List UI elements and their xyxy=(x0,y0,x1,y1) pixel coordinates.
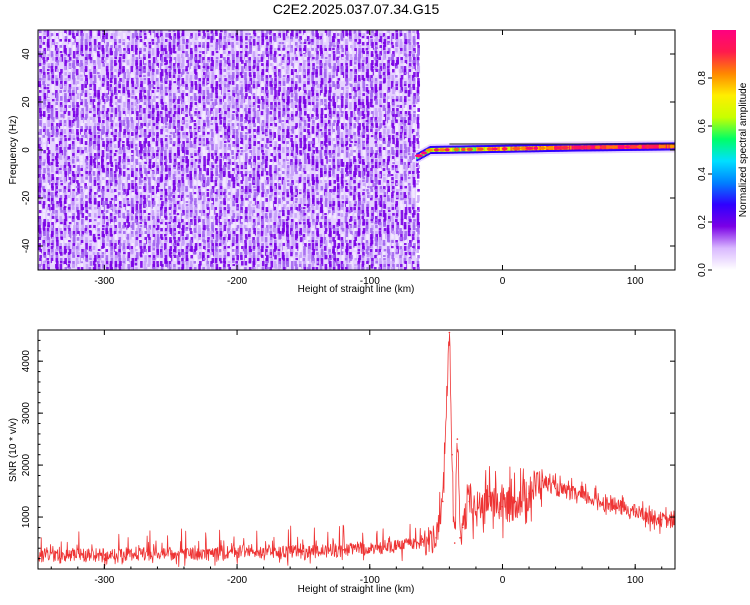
snr-point xyxy=(457,438,459,440)
snr-point xyxy=(515,501,517,503)
x-tick-label: 100 xyxy=(627,575,644,586)
y-tick-label: -40 xyxy=(21,238,32,253)
snr-point xyxy=(449,332,451,334)
snr-point xyxy=(170,553,172,555)
y-tick-label: 2000 xyxy=(21,454,32,477)
snr-line-layer xyxy=(37,332,676,567)
snr-point xyxy=(451,454,453,456)
figure-title: C2E2.2025.037.07.34.G15 xyxy=(273,1,440,17)
colorbar-tick-label: 0.6 xyxy=(697,119,708,133)
snr-point xyxy=(475,511,477,513)
colorbar-tick-label: 0.4 xyxy=(697,167,708,181)
snr-point xyxy=(396,545,398,547)
signal-band xyxy=(415,140,677,163)
colorbar-tick-label: 0.0 xyxy=(697,263,708,277)
snr-point xyxy=(581,495,583,497)
y-tick-label: 0 xyxy=(21,147,32,153)
snr-point xyxy=(528,493,530,495)
y-tick-label: 40 xyxy=(21,48,32,60)
snr-point xyxy=(555,488,557,490)
colorbar-axis: 0.0 0.2 0.4 0.6 0.8 xyxy=(697,71,712,277)
x-tick-label: -200 xyxy=(227,276,247,287)
y-tick-label: 20 xyxy=(21,96,32,108)
x-tick-label: 0 xyxy=(500,575,506,586)
snr-point xyxy=(454,542,456,544)
snr-point xyxy=(608,503,610,505)
x-tick-label: 0 xyxy=(500,276,506,287)
snr-point xyxy=(459,537,461,539)
snr-y-axis: 1000 2000 3000 4000 xyxy=(21,340,675,558)
snr-point xyxy=(369,547,371,549)
snr-point xyxy=(422,541,424,543)
snr-point xyxy=(535,485,537,487)
snr-point xyxy=(303,551,305,553)
colorbar-gradient xyxy=(712,30,736,270)
x-tick-label: -300 xyxy=(94,575,114,586)
spectrogram-heatmap xyxy=(38,30,677,275)
colorbar: 0.0 0.2 0.4 0.6 0.8 Normalized spectral ampl… xyxy=(697,30,749,277)
snr-y-label: SNR (10 * v/v) xyxy=(8,418,19,482)
x-tick-label: -200 xyxy=(227,575,247,586)
snr-point xyxy=(634,511,636,513)
colorbar-label: Normalized spectral amplitude xyxy=(738,82,749,217)
noise-speckles xyxy=(38,30,420,275)
y-tick-label: -20 xyxy=(21,190,32,205)
snr-point xyxy=(462,527,464,529)
snr-frame xyxy=(38,330,675,569)
snr-point xyxy=(435,537,437,539)
snr-point xyxy=(442,501,444,503)
snr-point xyxy=(104,554,106,556)
x-tick-label: 100 xyxy=(627,276,644,287)
snr-point xyxy=(488,495,490,497)
snr-point xyxy=(236,552,238,554)
snr-x-label: Height of straight line (km) xyxy=(298,584,415,595)
colorbar-tick-label: 0.8 xyxy=(697,71,708,85)
snr-point xyxy=(541,480,543,482)
y-tick-label: 4000 xyxy=(21,350,32,373)
spectrogram-y-label: Frequency (Hz) xyxy=(8,116,19,185)
x-tick-label: -300 xyxy=(94,276,114,287)
colorbar-tick-label: 0.2 xyxy=(697,215,708,229)
snr-series-line xyxy=(38,334,675,567)
snr-point xyxy=(502,506,504,508)
y-tick-label: 1000 xyxy=(21,505,32,528)
snr-point xyxy=(469,501,471,503)
spectrogram-x-label: Height of straight line (km) xyxy=(298,284,415,295)
snr-point xyxy=(342,549,344,551)
snr-point xyxy=(661,519,663,521)
y-tick-label: 3000 xyxy=(21,402,32,425)
